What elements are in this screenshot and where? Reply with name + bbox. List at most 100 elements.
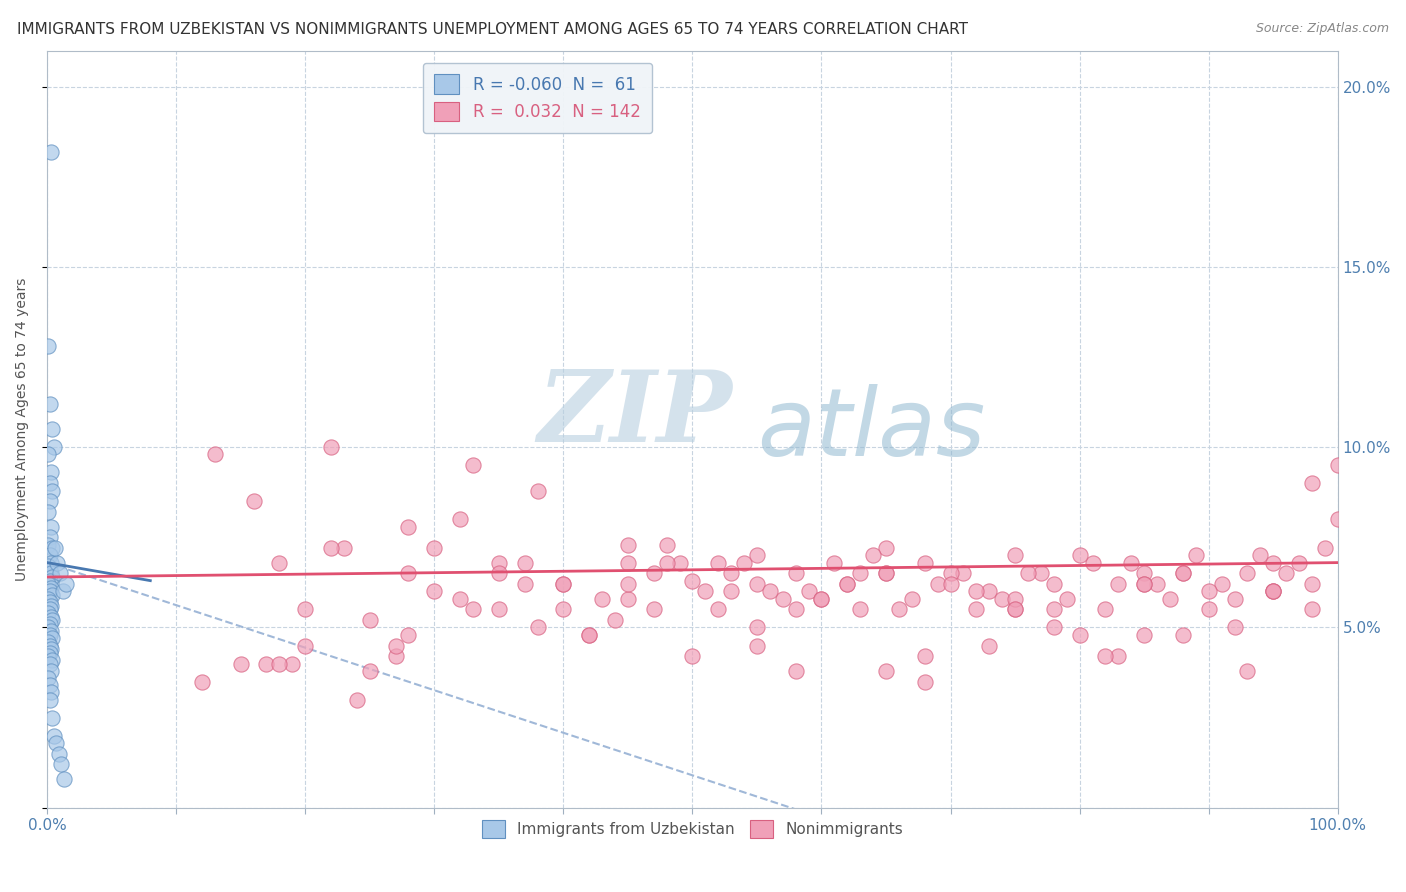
Point bbox=[1043, 620, 1066, 634]
Y-axis label: Unemployment Among Ages 65 to 74 years: Unemployment Among Ages 65 to 74 years bbox=[15, 277, 30, 581]
Point bbox=[461, 458, 484, 473]
Point bbox=[38, 678, 60, 692]
Point bbox=[38, 494, 60, 508]
Point bbox=[745, 577, 768, 591]
Point bbox=[707, 556, 730, 570]
Point bbox=[38, 549, 60, 563]
Point bbox=[488, 566, 510, 581]
Point bbox=[837, 577, 859, 591]
Point bbox=[39, 581, 62, 595]
Point bbox=[333, 541, 356, 556]
Point bbox=[1198, 584, 1220, 599]
Point bbox=[269, 657, 291, 671]
Point bbox=[1146, 577, 1168, 591]
Point bbox=[1171, 566, 1194, 581]
Point bbox=[38, 628, 60, 642]
Point bbox=[849, 566, 872, 581]
Point bbox=[398, 628, 420, 642]
Point bbox=[526, 620, 548, 634]
Point bbox=[398, 566, 420, 581]
Point bbox=[681, 649, 703, 664]
Point bbox=[359, 664, 381, 678]
Point bbox=[785, 664, 807, 678]
Point bbox=[643, 566, 665, 581]
Point bbox=[49, 566, 72, 581]
Point bbox=[1133, 566, 1156, 581]
Point bbox=[423, 541, 446, 556]
Point bbox=[1184, 549, 1206, 563]
Point bbox=[862, 549, 884, 563]
Point bbox=[513, 577, 536, 591]
Point bbox=[37, 339, 59, 353]
Point bbox=[1263, 584, 1285, 599]
Point bbox=[772, 591, 794, 606]
Point bbox=[48, 747, 70, 761]
Point bbox=[51, 757, 73, 772]
Point bbox=[37, 447, 59, 461]
Point bbox=[423, 584, 446, 599]
Point bbox=[398, 519, 420, 533]
Point bbox=[927, 577, 949, 591]
Point bbox=[655, 538, 678, 552]
Point bbox=[1121, 556, 1143, 570]
Point bbox=[281, 657, 304, 671]
Point bbox=[1171, 566, 1194, 581]
Point bbox=[1081, 556, 1104, 570]
Point bbox=[42, 440, 65, 454]
Point bbox=[1107, 577, 1129, 591]
Point bbox=[39, 642, 62, 657]
Point bbox=[41, 613, 63, 627]
Point bbox=[810, 591, 832, 606]
Point bbox=[38, 574, 60, 588]
Point bbox=[668, 556, 690, 570]
Point bbox=[55, 577, 77, 591]
Point bbox=[294, 639, 316, 653]
Point bbox=[1301, 476, 1323, 491]
Point bbox=[44, 541, 66, 556]
Point bbox=[939, 566, 962, 581]
Point bbox=[449, 591, 471, 606]
Point bbox=[37, 538, 59, 552]
Point bbox=[46, 556, 69, 570]
Point bbox=[41, 588, 63, 602]
Point bbox=[720, 566, 742, 581]
Point bbox=[1133, 577, 1156, 591]
Point bbox=[39, 685, 62, 699]
Point bbox=[319, 440, 342, 454]
Point bbox=[1029, 566, 1052, 581]
Point bbox=[38, 616, 60, 631]
Point bbox=[553, 577, 575, 591]
Text: IMMIGRANTS FROM UZBEKISTAN VS NONIMMIGRANTS UNEMPLOYMENT AMONG AGES 65 TO 74 YEA: IMMIGRANTS FROM UZBEKISTAN VS NONIMMIGRA… bbox=[17, 22, 967, 37]
Point bbox=[695, 584, 717, 599]
Point bbox=[39, 519, 62, 533]
Point bbox=[643, 602, 665, 616]
Point bbox=[1004, 591, 1026, 606]
Point bbox=[37, 620, 59, 634]
Point bbox=[229, 657, 252, 671]
Point bbox=[1249, 549, 1271, 563]
Point bbox=[875, 541, 897, 556]
Point bbox=[37, 591, 59, 606]
Point bbox=[41, 632, 63, 646]
Point bbox=[37, 577, 59, 591]
Point bbox=[41, 570, 63, 584]
Point bbox=[965, 602, 987, 616]
Point bbox=[681, 574, 703, 588]
Point bbox=[38, 584, 60, 599]
Point bbox=[294, 602, 316, 616]
Point bbox=[1043, 602, 1066, 616]
Point bbox=[1133, 628, 1156, 642]
Point bbox=[1133, 577, 1156, 591]
Point bbox=[39, 609, 62, 624]
Point bbox=[1288, 556, 1310, 570]
Point bbox=[1107, 649, 1129, 664]
Point bbox=[38, 595, 60, 609]
Point bbox=[914, 556, 936, 570]
Point bbox=[384, 639, 406, 653]
Point bbox=[37, 559, 59, 574]
Point bbox=[849, 602, 872, 616]
Point bbox=[1236, 664, 1258, 678]
Point bbox=[578, 628, 600, 642]
Point bbox=[1263, 556, 1285, 570]
Point bbox=[759, 584, 782, 599]
